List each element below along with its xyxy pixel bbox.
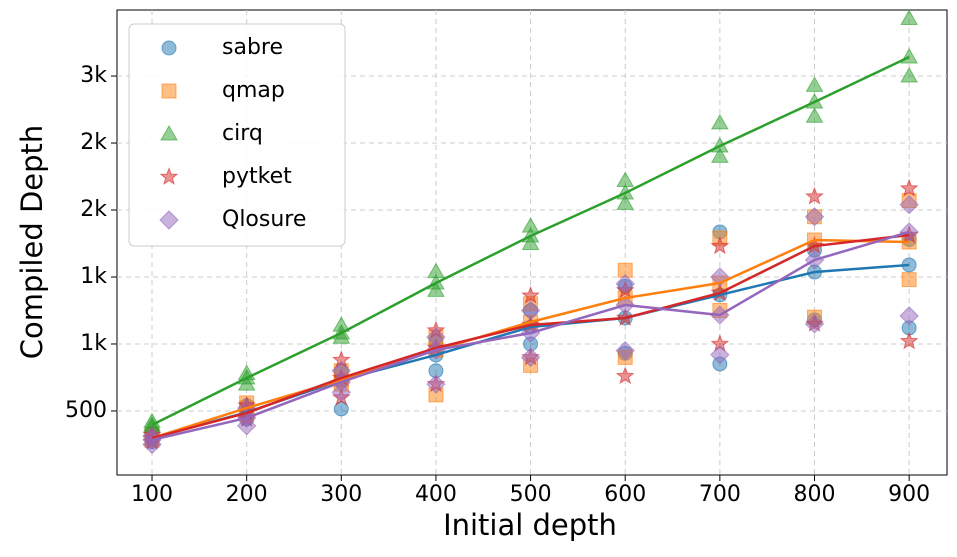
trend-line [151, 238, 910, 440]
point [427, 262, 445, 279]
point [615, 366, 635, 385]
x-tick-label: 100 [131, 482, 173, 507]
x-tick-label: 400 [415, 482, 457, 507]
point [331, 382, 352, 402]
y-tick-label: 3k [80, 63, 107, 88]
x-tick-label: 200 [226, 482, 268, 507]
legend-marker [159, 210, 179, 230]
point [710, 344, 730, 365]
point [901, 272, 917, 288]
point [616, 194, 635, 210]
y-tick-label: 1k [80, 264, 107, 289]
point [520, 300, 541, 321]
point [805, 107, 824, 123]
point [521, 217, 540, 233]
y-tick-label: 2k [80, 130, 107, 155]
point [617, 262, 633, 278]
point [428, 363, 444, 379]
legend: sabre qmap cirq pytket Qlosure [128, 23, 346, 247]
legend-marker [159, 167, 179, 186]
point [711, 113, 729, 130]
point [710, 236, 730, 255]
point [899, 331, 919, 350]
point [426, 374, 446, 394]
legend-label: Qlosure [222, 207, 306, 232]
point [615, 273, 635, 294]
point [521, 234, 540, 251]
x-axis-label: Initial depth [443, 508, 617, 542]
x-tick-label: 800 [794, 482, 836, 507]
trend-line [151, 55, 910, 427]
plot-frame [116, 9, 948, 476]
x-tick-label: 600 [604, 482, 646, 507]
legend-label: cirq [222, 121, 263, 146]
point [426, 327, 446, 347]
point [804, 314, 825, 334]
point [520, 347, 541, 368]
legend-marker [160, 124, 178, 141]
x-tick-label: 700 [699, 482, 741, 507]
point [142, 426, 162, 447]
point [332, 316, 351, 332]
legend-box [128, 23, 346, 247]
point [899, 306, 919, 326]
point [711, 147, 729, 163]
point [805, 76, 824, 92]
legend-label: pytket [222, 164, 292, 189]
legend-label: qmap [222, 78, 285, 103]
trend-line [151, 233, 910, 440]
point [900, 67, 919, 83]
legend-marker [161, 83, 177, 99]
point [901, 320, 917, 336]
point [804, 207, 825, 227]
y-tick-label: 500 [65, 398, 107, 423]
y-tick-label: 2k [80, 197, 107, 222]
point [899, 194, 919, 215]
trend-line [151, 230, 910, 442]
legend-label: sabre [222, 35, 283, 60]
legend-marker [161, 40, 177, 56]
x-tick-label: 900 [888, 482, 930, 507]
x-tick-label: 300 [320, 482, 362, 507]
point [899, 178, 919, 197]
point [900, 9, 919, 25]
y-axis-label: Compiled Depth [15, 125, 49, 360]
y-tick-label: 1k [80, 331, 107, 356]
x-tick-label: 500 [510, 482, 552, 507]
point [521, 285, 541, 304]
point [616, 171, 635, 188]
point [615, 340, 635, 361]
point [805, 186, 824, 205]
